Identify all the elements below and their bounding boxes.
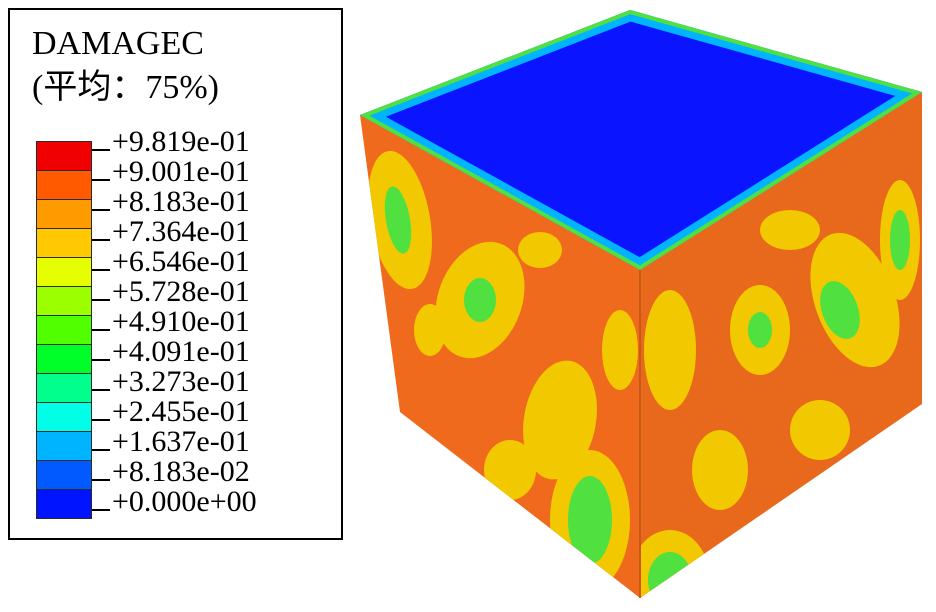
legend-swatch [36,460,92,490]
legend-value-label: +7.364e-01 [112,215,250,248]
legend-swatch [36,315,92,345]
cube-render [340,0,936,612]
legend-tick [92,479,110,481]
legend-tick [92,149,110,151]
legend-subtitle: (平均：75%) [32,69,219,106]
damage-contour-patch [692,430,748,510]
legend-title: DAMAGEC [32,25,204,62]
legend-swatch [36,344,92,374]
legend-tick [92,179,110,181]
legend-swatch [36,141,92,171]
damage-contour-patch [648,552,692,598]
legend-tick [92,419,110,421]
damage-contour-patch [414,304,446,356]
damage-contour-cube [360,10,922,598]
legend-value-label: +6.546e-01 [112,245,250,278]
legend-tick [92,299,110,301]
legend-tick [92,329,110,331]
legend-tick [92,239,110,241]
legend-swatch [36,199,92,229]
damage-contour-patch [820,281,860,339]
legend-value-label: +4.091e-01 [112,335,250,368]
legend-tick [92,389,110,391]
damage-contour-patch [518,232,562,268]
legend-swatch [36,257,92,287]
legend-value-label: +9.819e-01 [112,125,250,158]
legend-tick [92,269,110,271]
legend-tick [92,359,110,361]
legend-swatch [36,286,92,316]
top-face-edge-band [360,10,922,270]
legend-swatch [36,489,92,519]
legend-value-label: +1.637e-01 [112,425,250,458]
damage-contour-patch [790,400,850,460]
legend-value-label: +8.183e-01 [112,185,250,218]
legend-swatch [36,170,92,200]
damage-contour-patch [760,210,820,250]
legend-value-label: +0.000e+00 [112,485,257,518]
legend-value-label: +4.910e-01 [112,305,250,338]
legend-swatch [36,431,92,461]
legend-value-label: +2.455e-01 [112,395,250,428]
legend-tick [92,449,110,451]
damage-contour-patch [484,440,536,500]
legend-value-label: +5.728e-01 [112,275,250,308]
legend-value-label: +9.001e-01 [112,155,250,188]
legend-panel: DAMAGEC (平均：75%) +9.819e-01 +9.001e-01 +8.… [8,8,343,540]
damage-contour-patch [890,210,910,270]
damage-contour-patch [644,290,696,410]
legend-value-label: +3.273e-01 [112,365,250,398]
damage-contour-patch [568,476,612,564]
damage-contour-patch [384,186,412,254]
legend-tick [92,209,110,211]
legend-tick [92,509,110,511]
damage-contour-patch [523,360,597,480]
damage-contour-patch [748,312,772,348]
damage-contour-patch [464,278,496,322]
legend-swatch [36,402,92,432]
legend-swatch [36,228,92,258]
legend-swatch [36,373,92,403]
color-scale-bar [36,141,92,519]
legend-value-label: +8.183e-02 [112,455,250,488]
damage-contour-patch [602,310,638,390]
